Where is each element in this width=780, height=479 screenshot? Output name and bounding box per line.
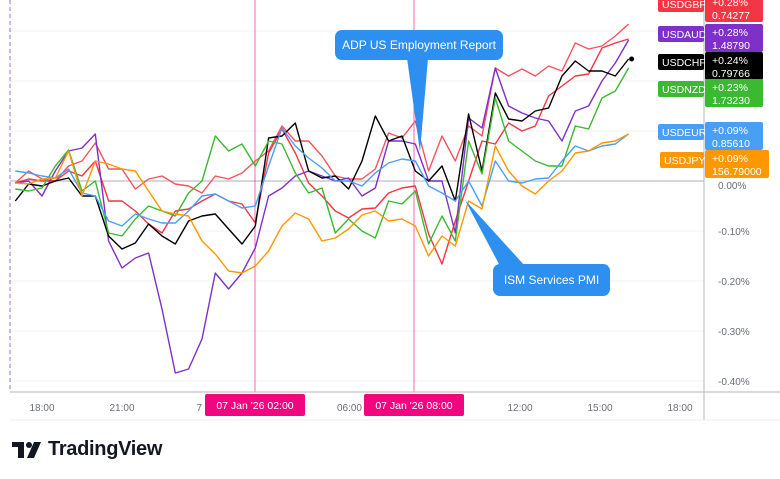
series-name-tag [660, 152, 704, 168]
series-line-usdjpy[interactable] [15, 133, 629, 274]
x-tick-label: 18:00 [667, 403, 692, 414]
series-line-usdgbp[interactable] [15, 38, 629, 265]
series-lines [14, 23, 635, 374]
series-line-unlabeled-0[interactable] [14, 23, 630, 194]
series-price: 1.48790 [712, 40, 750, 52]
series-change: +0.28% [712, 0, 748, 9]
x-tick-label: 15:00 [587, 403, 612, 414]
series-tag-usdnzd[interactable]: USDNZD +0.23%1.73230 [658, 79, 763, 107]
series-name: USDGBP [662, 0, 706, 11]
series-change: +0.09% [712, 153, 748, 165]
x-tick-label: 12:00 [507, 403, 532, 414]
axes: 0.00% -0.10% -0.20% -0.30% -0.40% 18:00 21:00 7… [10, 0, 780, 421]
series-tag-usdeur[interactable]: USDEUR +0.09%0.85610 [658, 122, 763, 150]
y-tick-label: -0.30% [718, 327, 750, 338]
series-name: USDNZD [662, 84, 706, 96]
series-change: +0.28% [712, 27, 748, 39]
series-name-tag [658, 81, 704, 97]
x-tick-label: 7 [196, 403, 202, 414]
series-tag-usdchf[interactable]: USDCHF +0.24%0.79766 [658, 52, 763, 80]
series-value-tag [705, 24, 763, 52]
series-tag-usdgbp[interactable]: USDGBP +0.28%0.74277 [658, 0, 763, 22]
series-name: USDEUR [662, 127, 707, 139]
adp-callout[interactable]: ADP US Employment Report [335, 30, 503, 60]
series-change: +0.23% [712, 82, 748, 94]
series-price: 0.74277 [712, 10, 750, 22]
adp-callout-pointer [407, 58, 428, 152]
series-change: +0.09% [712, 125, 748, 137]
series-name-tag [658, 54, 704, 70]
y-tick-label: 0.00% [718, 181, 746, 192]
series-value-tag [705, 52, 763, 80]
series-line-usdnzd[interactable] [15, 67, 630, 245]
series-line-usdchf[interactable] [14, 58, 630, 250]
x-tick-label: 18:00 [29, 403, 54, 414]
y-tick-label: -0.20% [718, 277, 750, 288]
series-name-tag [658, 26, 704, 42]
series-name: USDAUD [662, 29, 707, 41]
x-tick-label: 06:00 [337, 403, 362, 414]
series-name-tag [658, 0, 704, 12]
series-tag-usdjpy[interactable]: USDJPY +0.09%156.79000 [660, 150, 769, 178]
crosshair-time-label [364, 394, 464, 416]
crosshair-time-text: 07 Jan '26 08:00 [375, 400, 452, 412]
series-value-tag [705, 0, 763, 22]
tradingview-logo[interactable]: TradingView [12, 438, 162, 461]
y-tick-label: -0.10% [718, 227, 750, 238]
ism-callout-pointer [465, 200, 525, 266]
series-price: 0.85610 [712, 138, 750, 150]
series-tag-usdaud[interactable]: USDAUD +0.28%1.48790 [658, 24, 763, 52]
series-line-usdeur[interactable] [15, 127, 630, 227]
ism-callout[interactable]: ISM Services PMI [493, 264, 610, 296]
crosshair-time-label [205, 394, 305, 416]
series-name-tag [658, 124, 704, 140]
series-name: USDJPY [664, 155, 705, 167]
crosshair-time-text: 07 Jan '26 02:00 [216, 400, 293, 412]
series-line-usdaud[interactable] [15, 39, 630, 374]
logo-text: TradingView [48, 438, 163, 460]
series-name: USDCHF [662, 57, 706, 69]
last-point-marker [629, 56, 635, 62]
series-value-tag [705, 122, 763, 150]
callout-pointers [407, 58, 525, 266]
series-value-tag [705, 150, 769, 178]
y-tick-label: -0.40% [718, 377, 750, 388]
series-price: 0.79766 [712, 68, 750, 80]
x-tick-label: 21:00 [109, 403, 134, 414]
series-price: 156.79000 [712, 166, 762, 178]
series-price: 1.73230 [712, 95, 750, 107]
series-change: +0.24% [712, 55, 748, 67]
tradingview-logo-icon [12, 441, 41, 458]
series-value-tag [705, 79, 763, 107]
